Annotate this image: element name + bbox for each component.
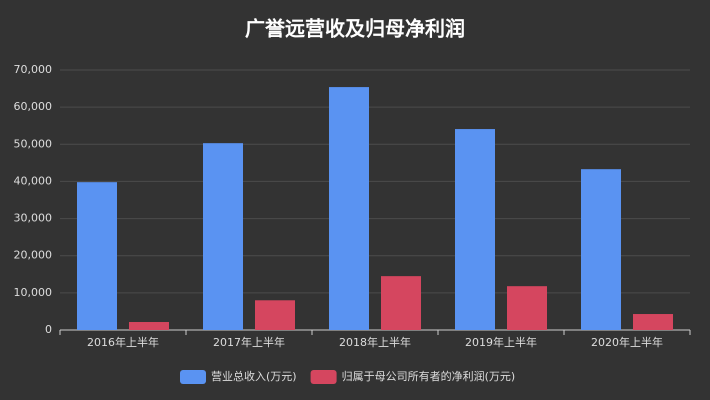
x-tick-label: 2020年上半年 bbox=[591, 335, 663, 349]
bar bbox=[203, 143, 243, 330]
y-tick-label: 60,000 bbox=[14, 100, 53, 113]
x-tick-label: 2017年上半年 bbox=[213, 335, 285, 349]
chart-title: 广誉远营收及归母净利润 bbox=[245, 17, 465, 41]
legend-swatch bbox=[180, 370, 206, 384]
bar bbox=[581, 169, 621, 330]
y-tick-label: 50,000 bbox=[14, 137, 53, 150]
bar bbox=[129, 322, 169, 330]
bar bbox=[329, 87, 369, 330]
y-tick-label: 20,000 bbox=[14, 249, 53, 262]
bar bbox=[255, 300, 295, 330]
y-tick-label: 30,000 bbox=[14, 212, 53, 225]
bar bbox=[507, 286, 547, 330]
x-tick-label: 2018年上半年 bbox=[339, 335, 411, 349]
x-tick-label: 2019年上半年 bbox=[465, 335, 537, 349]
y-tick-label: 10,000 bbox=[14, 286, 53, 299]
y-tick-label: 0 bbox=[45, 323, 52, 336]
x-tick-label: 2016年上半年 bbox=[87, 335, 159, 349]
y-tick-label: 70,000 bbox=[14, 63, 53, 76]
legend-label: 归属于母公司所有者的净利润(万元) bbox=[342, 369, 516, 383]
bar bbox=[381, 276, 421, 330]
bar bbox=[633, 314, 673, 330]
bar bbox=[455, 129, 495, 330]
legend-label: 营业总收入(万元) bbox=[211, 369, 297, 383]
y-tick-label: 40,000 bbox=[14, 174, 53, 187]
bar bbox=[77, 182, 117, 330]
legend-swatch bbox=[310, 370, 337, 384]
